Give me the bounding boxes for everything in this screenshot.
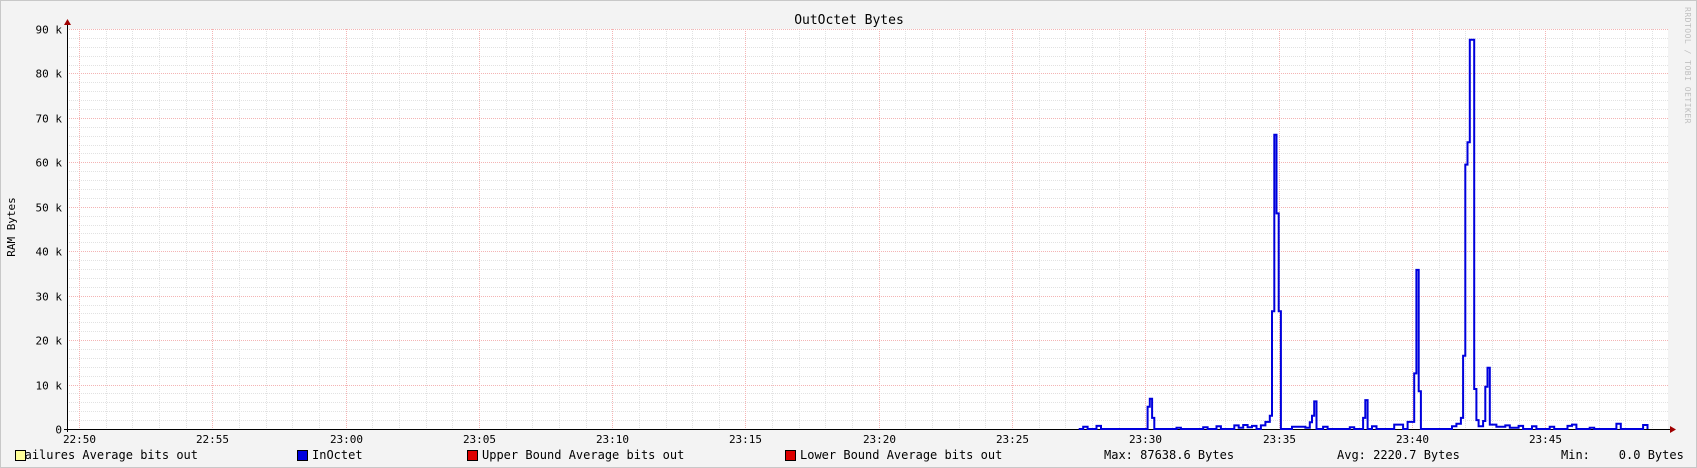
y-tick-label: 0 [55,424,62,437]
legend-swatch-lower-bound [785,449,796,461]
y-tick-label: 20 k [36,335,63,348]
rrd-graph: 0 10 k 20 k 30 k 40 k 50 k 60 k 70 k 80 k 90 k 22… [5,7,1692,446]
watermark: RRDTOOL / TOBI OETIKER [1683,7,1692,124]
series-line-inoctet [1078,38,1649,430]
y-tick-label: 30 k [36,291,63,304]
x-tick-label: 23:30 [1129,433,1162,446]
x-tick-label: 23:00 [330,433,363,446]
y-axis-arrow [64,19,71,25]
legend-label-lower-bound: Lower Bound Average bits out [800,448,1003,462]
legend-item-upper-bound: Upper Bound Average bits out [467,446,684,464]
x-tick-label: 23:25 [996,433,1029,446]
x-tick-label: 23:05 [463,433,496,446]
x-tick-label: 23:20 [863,433,896,446]
x-tick-label: 23:40 [1396,433,1429,446]
legend-swatch-upper-bound [467,449,478,461]
x-tick-label: 23:10 [596,433,629,446]
legend: Failures Average bits out InOctet Upper … [1,446,1696,464]
y-tick-label: 80 k [36,68,63,81]
x-tick-label: 23:45 [1529,433,1562,446]
stat-max: Max: 87638.6 Bytes [1104,448,1235,462]
y-tick-label: 70 k [36,113,63,126]
y-tick-labels: 0 10 k 20 k 30 k 40 k 50 k 60 k 70 k 80 k 90 k [36,24,63,437]
x-tick-label: 22:55 [196,433,229,446]
minor-grid [67,29,1668,429]
chart-title: OutOctet Bytes [794,13,904,28]
x-tick-label: 22:50 [63,433,96,446]
y-tick-label: 60 k [36,157,63,170]
y-axis-label: RAM Bytes [5,197,18,257]
y-tick-label: 10 k [36,380,63,393]
legend-swatch-inoctet [297,449,308,461]
y-tick-label: 40 k [36,246,63,259]
plot-area [67,29,1668,429]
legend-label-inoctet: InOctet [312,448,363,462]
x-tick-label: 23:35 [1263,433,1296,446]
x-tick-label: 23:15 [729,433,762,446]
legend-swatch-failures [15,449,26,461]
stat-min: Min: 0.0 Bytes [1561,448,1684,462]
legend-label-failures: Failures Average bits out [26,448,198,462]
legend-item-lower-bound: Lower Bound Average bits out [785,446,1002,464]
y-tick-label: 50 k [36,202,63,215]
y-tick-label: 90 k [36,24,63,37]
legend-item-failures: Failures Average bits out [15,446,201,464]
stat-avg: Avg: 2220.7 Bytes [1337,448,1460,462]
legend-label-upper-bound: Upper Bound Average bits out [482,448,685,462]
x-tick-labels: 22:50 22:55 23:00 23:05 23:10 23:15 23:20 23:25… [63,433,1562,446]
series-layer [1078,38,1649,430]
x-axis-arrow [1670,426,1676,433]
legend-item-inoctet: InOctet [297,446,363,464]
